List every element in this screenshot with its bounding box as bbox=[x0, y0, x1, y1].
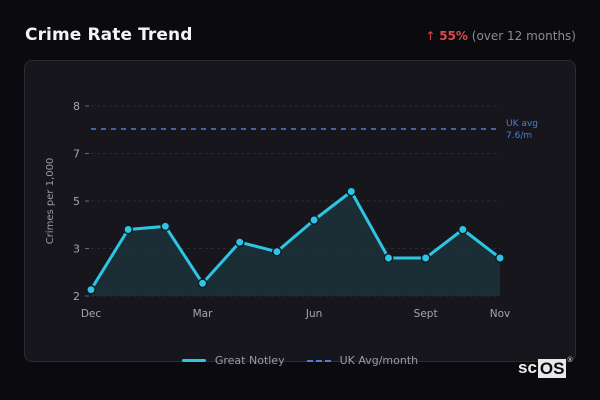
data-point[interactable] bbox=[160, 221, 171, 232]
area-fill bbox=[91, 191, 500, 296]
data-point[interactable] bbox=[346, 186, 357, 197]
solid-line-swatch-icon bbox=[181, 359, 206, 362]
data-point[interactable] bbox=[457, 224, 468, 235]
data-point[interactable] bbox=[197, 278, 208, 289]
legend-label: UK Avg/month bbox=[339, 354, 419, 367]
data-point[interactable] bbox=[86, 284, 96, 295]
uk-average-annotation: UK avg bbox=[506, 119, 538, 129]
change-summary: ↑ 55% (over 12 months) bbox=[425, 29, 576, 43]
y-tick-label: 3 bbox=[73, 243, 80, 256]
y-tick-label: 7 bbox=[73, 148, 80, 161]
uk-average-value: 7.6/m bbox=[506, 131, 532, 141]
x-tick-label: Sept bbox=[414, 308, 438, 320]
dashed-line-swatch-icon bbox=[306, 359, 331, 362]
y-tick-label: 5 bbox=[73, 195, 80, 208]
legend-label: Great Notley bbox=[214, 354, 285, 367]
x-tick-label: Jun bbox=[305, 308, 322, 320]
y-tick-label: 8 bbox=[73, 100, 80, 113]
y-axis-title: Crimes per 1,000 bbox=[45, 158, 56, 245]
y-tick-label: 2 bbox=[73, 290, 80, 303]
change-percent: 55% bbox=[439, 29, 468, 43]
chart-legend: Great Notley UK Avg/month bbox=[0, 354, 600, 367]
legend-item-great-notley[interactable]: Great Notley bbox=[181, 354, 285, 367]
x-tick-label: Mar bbox=[193, 308, 213, 320]
data-point[interactable] bbox=[420, 253, 431, 263]
scos-logo: sc OS ® bbox=[518, 357, 573, 378]
data-point[interactable] bbox=[123, 224, 134, 235]
data-point[interactable] bbox=[234, 237, 245, 248]
data-point[interactable] bbox=[309, 215, 320, 225]
x-tick-label: Nov bbox=[490, 308, 511, 320]
data-point[interactable] bbox=[495, 253, 505, 263]
change-note: (over 12 months) bbox=[471, 29, 576, 43]
chart-card bbox=[24, 60, 576, 362]
data-point[interactable] bbox=[271, 246, 282, 257]
x-tick-label: Dec bbox=[81, 308, 102, 320]
arrow-up-icon: ↑ bbox=[425, 29, 436, 43]
legend-item-uk-avg[interactable]: UK Avg/month bbox=[306, 354, 419, 367]
data-point[interactable] bbox=[383, 253, 394, 263]
great-notley-line bbox=[89, 190, 501, 291]
page-title: Crime Rate Trend bbox=[25, 25, 193, 45]
